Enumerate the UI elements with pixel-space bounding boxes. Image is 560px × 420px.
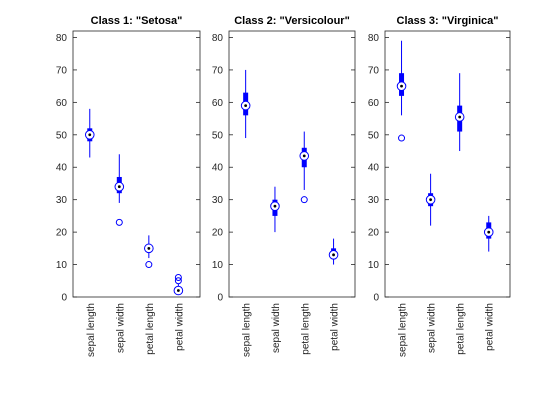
chart-title: Class 3: "Virginica" bbox=[397, 15, 499, 27]
x-tick-label: sepal length bbox=[242, 303, 253, 357]
y-tick-label: 80 bbox=[56, 33, 68, 44]
box-median-dot bbox=[487, 230, 491, 234]
box-outlier bbox=[145, 261, 153, 269]
box-outlier bbox=[115, 218, 123, 226]
x-tick-label: petal length bbox=[145, 303, 156, 355]
box-median-dot bbox=[273, 204, 277, 208]
y-tick-label: 0 bbox=[217, 293, 223, 304]
y-tick-label: 20 bbox=[212, 228, 224, 239]
plot-area bbox=[384, 30, 511, 298]
x-tick-label: petal length bbox=[456, 303, 467, 355]
box-outlier bbox=[398, 134, 406, 142]
y-tick-label: 50 bbox=[212, 130, 224, 141]
y-tick-label: 30 bbox=[212, 195, 224, 206]
x-tick-label: petal width bbox=[330, 303, 341, 351]
box-median-dot bbox=[244, 104, 248, 108]
y-tick-label: 40 bbox=[56, 163, 68, 174]
x-tick-label: petal length bbox=[300, 303, 311, 355]
box-median-dot bbox=[332, 253, 335, 257]
box-median-dot bbox=[429, 198, 433, 202]
y-tick-label: 20 bbox=[368, 228, 380, 239]
box-median-dot bbox=[88, 133, 92, 137]
box-median-dot bbox=[302, 154, 306, 158]
y-tick-label: 0 bbox=[373, 293, 379, 304]
y-tick-label: 70 bbox=[368, 65, 380, 76]
box-median-dot bbox=[400, 84, 403, 88]
y-tick-label: 30 bbox=[56, 195, 68, 206]
chart-panel-2: Class 2: "Versicolour" 0 10 20 30 40 50 60 70 80 s… bbox=[212, 15, 356, 357]
y-tick-label: 50 bbox=[368, 130, 380, 141]
y-tick-label: 50 bbox=[56, 130, 68, 141]
y-tick-label: 60 bbox=[368, 98, 380, 109]
box-outlier bbox=[300, 196, 308, 204]
y-tick-label: 40 bbox=[212, 163, 224, 174]
y-tick-label: 60 bbox=[56, 98, 68, 109]
chart-title: Class 1: "Setosa" bbox=[91, 15, 183, 27]
x-tick-label: sepal width bbox=[271, 303, 282, 353]
y-tick-label: 20 bbox=[56, 228, 68, 239]
y-tick-label: 80 bbox=[212, 33, 224, 44]
y-tick-label: 70 bbox=[212, 65, 224, 76]
y-tick-label: 10 bbox=[212, 260, 224, 271]
x-tick-label: sepal width bbox=[427, 303, 438, 353]
x-tick-label: sepal width bbox=[115, 303, 126, 353]
box-median-dot bbox=[147, 246, 151, 250]
x-tick-label: petal width bbox=[174, 303, 185, 351]
chart-title: Class 2: "Versicolour" bbox=[234, 15, 350, 27]
chart-panel-1: Class 1: "Setosa" 0 10 20 30 40 50 60 70 80 sepal … bbox=[56, 15, 201, 357]
y-tick-label: 0 bbox=[61, 293, 67, 304]
y-tick-label: 10 bbox=[56, 260, 68, 271]
y-tick-label: 30 bbox=[368, 195, 380, 206]
chart-panel-3: Class 3: "Virginica" 0 10 20 30 40 50 60 70 80 sep… bbox=[368, 15, 511, 357]
box-median-dot bbox=[117, 185, 121, 189]
box-outlier bbox=[174, 277, 182, 285]
y-tick-label: 60 bbox=[212, 98, 224, 109]
y-tick-label: 40 bbox=[368, 163, 380, 174]
plot-area bbox=[72, 30, 201, 298]
box-outlier bbox=[174, 274, 182, 282]
x-tick-label: petal width bbox=[485, 303, 496, 351]
box-median-dot bbox=[176, 289, 180, 292]
y-tick-label: 80 bbox=[368, 33, 380, 44]
y-tick-label: 10 bbox=[368, 260, 380, 271]
y-tick-label: 70 bbox=[56, 65, 68, 76]
box-median-dot bbox=[458, 115, 462, 119]
x-tick-label: sepal length bbox=[86, 303, 97, 357]
x-tick-label: sepal length bbox=[398, 303, 409, 357]
